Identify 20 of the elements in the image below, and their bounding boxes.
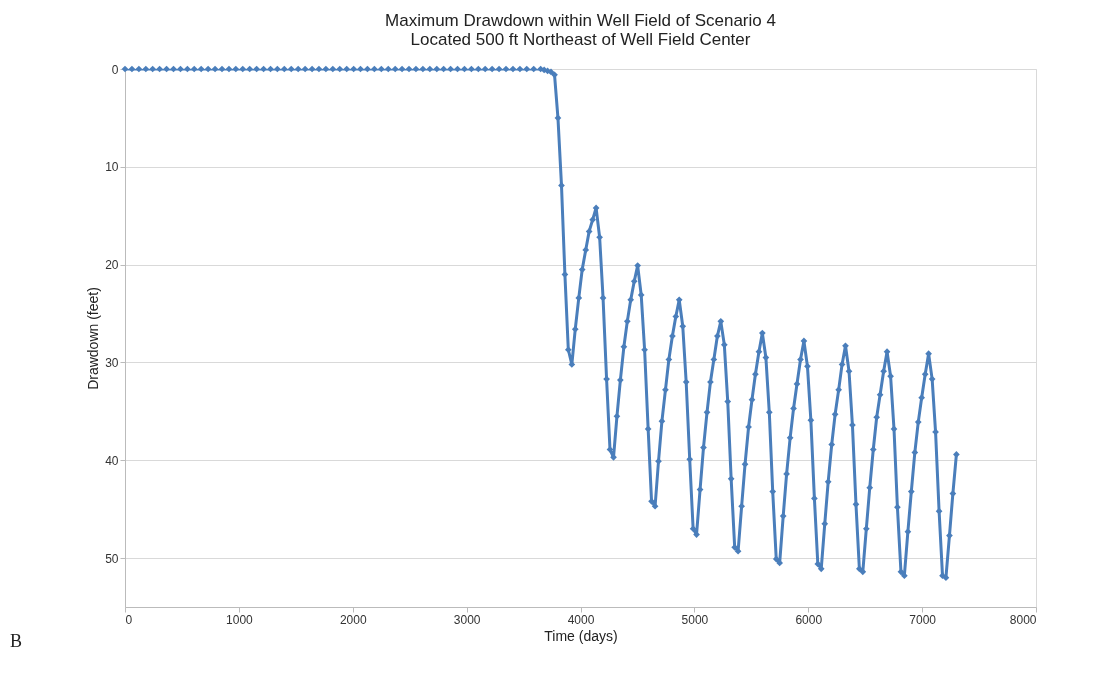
x-tick-label: 5000	[681, 612, 709, 627]
x-tick-label: 7000	[909, 612, 937, 627]
x-tick-label: 4000	[567, 612, 595, 627]
y-tick-label: 10	[105, 160, 119, 175]
y-axis-title: Drawdown (feet)	[85, 287, 102, 390]
x-tick-label: 3000	[453, 612, 481, 627]
text: B	[10, 631, 23, 651]
x-tick-label: 2000	[339, 612, 367, 627]
x-tick-label: 6000	[795, 612, 823, 627]
y-tick-label: 30	[105, 355, 119, 370]
x-axis-title: Time (days)	[544, 627, 618, 644]
y-tick-label: 0	[111, 62, 119, 77]
x-tick-label: 8000	[1009, 612, 1037, 627]
y-tick-label: 50	[105, 551, 119, 566]
x-tick-label: 1000	[226, 612, 254, 627]
chart-title: Maximum Drawdown within Well Field of Scenario 4	[385, 11, 776, 30]
y-tick-label: 40	[105, 453, 119, 468]
y-tick-label: 20	[105, 258, 119, 273]
chart-subtitle: Located 500 ft Northeast of Well Field Center	[410, 30, 751, 49]
x-tick-label: 0	[125, 612, 133, 627]
